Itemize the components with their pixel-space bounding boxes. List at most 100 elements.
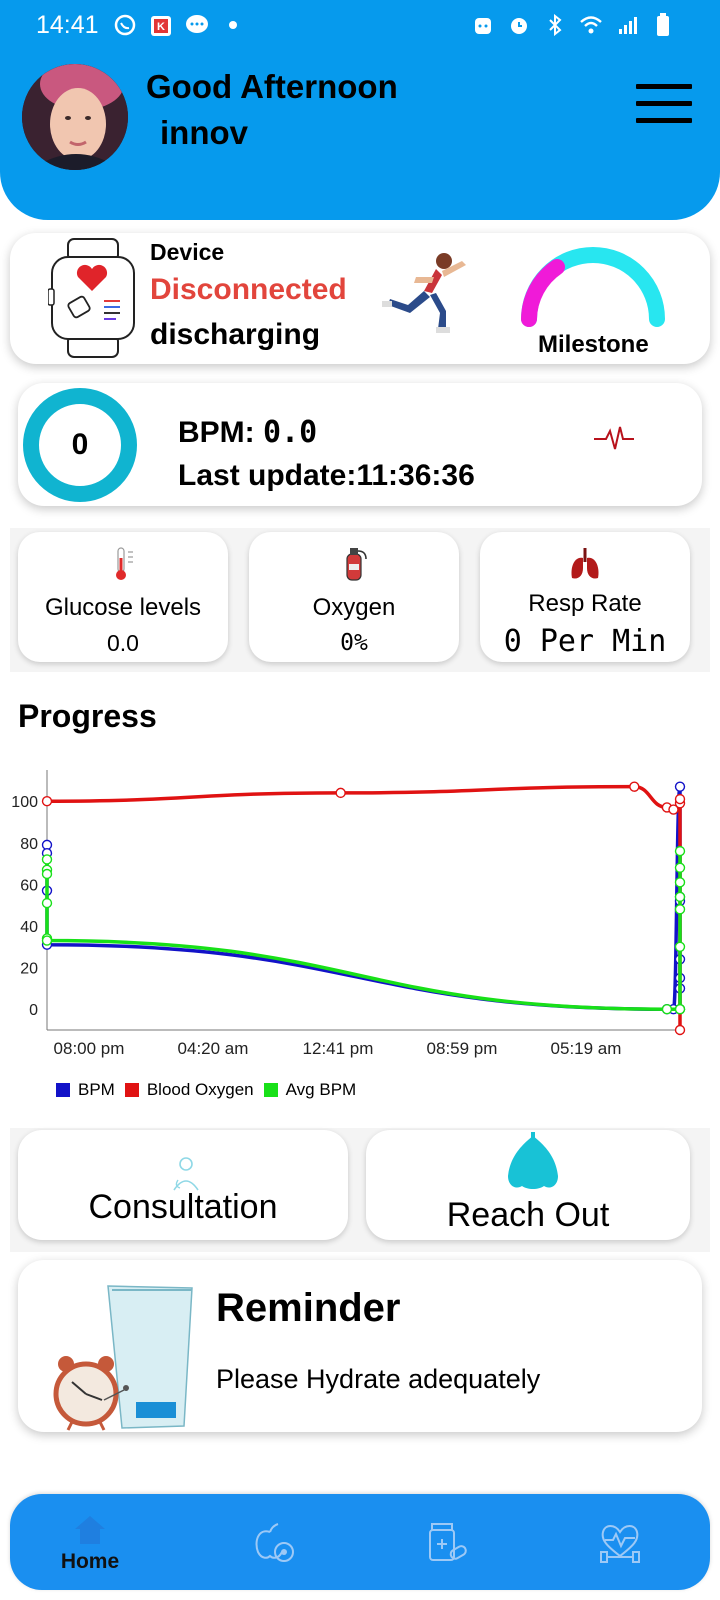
blood-oxygen-point <box>629 781 640 792</box>
last-update: Last update:11:36:36 <box>178 459 475 492</box>
blood-oxygen-point <box>335 787 346 799</box>
notification-icons: K <box>112 12 246 38</box>
x-tick-label: 05:19 am <box>551 1039 622 1058</box>
face-icon <box>470 12 496 38</box>
glucose-card[interactable]: Glucose levels 0.0 <box>18 532 228 662</box>
heart-rate-ring-value: 0 <box>71 428 89 461</box>
medication-icon <box>429 1523 467 1561</box>
hamburger-menu-button[interactable] <box>636 84 692 128</box>
legend-item-avg-bpm: Avg BPM <box>263 1080 357 1100</box>
avg-bpm-point <box>674 941 686 953</box>
reach-out-icon <box>508 1132 558 1189</box>
wifi-icon <box>578 12 604 38</box>
progress-title: Progress <box>18 698 157 734</box>
avg-bpm-point <box>41 868 53 880</box>
avg-bpm-point <box>674 877 686 888</box>
username: innov <box>160 114 248 151</box>
milestone-gauge <box>521 247 665 327</box>
oxygen-tank-icon <box>346 548 367 581</box>
alarm-icon <box>506 12 532 38</box>
nav-home[interactable]: Home <box>60 1504 120 1584</box>
bpm-label: BPM: <box>178 416 263 449</box>
consultation-button[interactable]: Consultation <box>18 1130 348 1240</box>
resp-rate-card[interactable]: Resp Rate 0 Per Min <box>480 532 690 662</box>
bpm-value: 0.0 <box>263 415 318 450</box>
blood-oxygen-point <box>674 1024 686 1036</box>
smartwatch-icon <box>48 238 135 358</box>
svg-text:K: K <box>157 21 165 33</box>
legend-label: Avg BPM <box>285 1080 357 1099</box>
legend-swatch <box>56 1083 70 1097</box>
legend-item-bpm: BPM <box>56 1080 115 1100</box>
legend-item-blood-oxygen: Blood Oxygen <box>124 1080 254 1100</box>
reminder-card[interactable]: Reminder Please Hydrate adequately <box>18 1260 702 1432</box>
avatar[interactable] <box>22 64 128 170</box>
device-label: Device <box>150 239 225 265</box>
reminder-title: Reminder <box>216 1286 401 1330</box>
blood-oxygen-point <box>674 793 686 805</box>
legend-label: BPM <box>78 1080 115 1099</box>
pulse-icon <box>594 426 634 450</box>
oxygen-card[interactable]: Oxygen 0% <box>249 532 459 662</box>
status-bar: 14:41 K <box>0 0 720 50</box>
fitness-icon <box>600 1525 640 1563</box>
hydration-illustration <box>53 1285 193 1431</box>
avg-bpm-point <box>41 897 53 909</box>
blood-oxygen-point <box>668 804 679 815</box>
header: 14:41 K <box>0 0 720 220</box>
nav-medication[interactable] <box>416 1512 476 1572</box>
device-battery-status: discharging <box>150 318 321 351</box>
status-time: 14:41 <box>36 11 99 39</box>
greeting-text: Good Afternoon <box>146 68 398 105</box>
device-connection-status: Disconnected <box>150 273 347 306</box>
glucose-label: Glucose levels <box>44 594 202 621</box>
avg-bpm-point <box>674 862 686 873</box>
legend-swatch <box>124 1083 139 1097</box>
actions-row: Consultation Reach Out <box>10 1128 710 1252</box>
bluetooth-icon <box>542 12 568 38</box>
resp-rate-label: Resp Rate <box>528 590 642 617</box>
avg-bpm-point <box>661 1003 673 1015</box>
glucose-value: 0.0 <box>107 630 139 656</box>
nav-nutrition[interactable] <box>244 1512 304 1572</box>
menu-line <box>636 84 692 89</box>
nav-home-label: Home <box>60 1550 120 1573</box>
dot-icon <box>220 12 246 38</box>
avg-bpm-point <box>674 845 686 857</box>
y-tick-label: 20 <box>20 961 38 978</box>
y-tick-label: 0 <box>29 1002 38 1019</box>
reach-out-button[interactable]: Reach Out <box>366 1130 690 1240</box>
y-tick-label: 80 <box>20 836 38 853</box>
reach-out-label: Reach Out <box>446 1196 610 1234</box>
chart-legend: BPM Blood Oxygen Avg BPM <box>56 1080 366 1100</box>
avg-bpm-point <box>674 904 686 915</box>
blood-oxygen-series-line <box>46 784 682 1030</box>
reminder-text: Please Hydrate adequately <box>216 1364 541 1394</box>
bottom-navigation: Home <box>10 1494 710 1590</box>
k-app-icon: K <box>148 12 174 38</box>
x-tick-label: 08:59 pm <box>427 1039 498 1058</box>
milestone-label: Milestone <box>538 331 649 358</box>
x-tick-label: 04:20 am <box>178 1039 249 1058</box>
nav-fitness[interactable] <box>590 1512 650 1572</box>
legend-swatch <box>263 1083 278 1097</box>
blood-oxygen-point <box>41 796 53 807</box>
battery-icon <box>650 12 676 38</box>
x-tick-label: 08:00 pm <box>54 1039 125 1058</box>
chat-icon <box>184 12 210 38</box>
runner-icon <box>382 253 466 333</box>
whatsapp-icon <box>112 12 138 38</box>
resp-rate-value: 0 Per Min <box>503 624 667 659</box>
thermometer-icon <box>116 547 133 580</box>
y-tick-label: 40 <box>20 919 38 936</box>
avg-bpm-point <box>41 854 53 865</box>
device-card[interactable]: Device Disconnected discharging Mileston… <box>10 233 710 364</box>
menu-line <box>636 101 692 106</box>
y-tick-label: 60 <box>20 877 38 894</box>
metrics-row: Glucose levels 0.0 Oxygen 0% Resp Rate 0… <box>10 528 710 672</box>
oxygen-value: 0% <box>340 630 368 656</box>
avg-bpm-point <box>41 935 53 946</box>
progress-line-chart: 100 80 60 40 20 0 08:00 pm 04:20 am 12:41 pm 08:5… <box>11 770 686 1058</box>
heart-rate-card[interactable]: 0 BPM: 0.0 Last update:11:36:36 <box>18 383 702 506</box>
